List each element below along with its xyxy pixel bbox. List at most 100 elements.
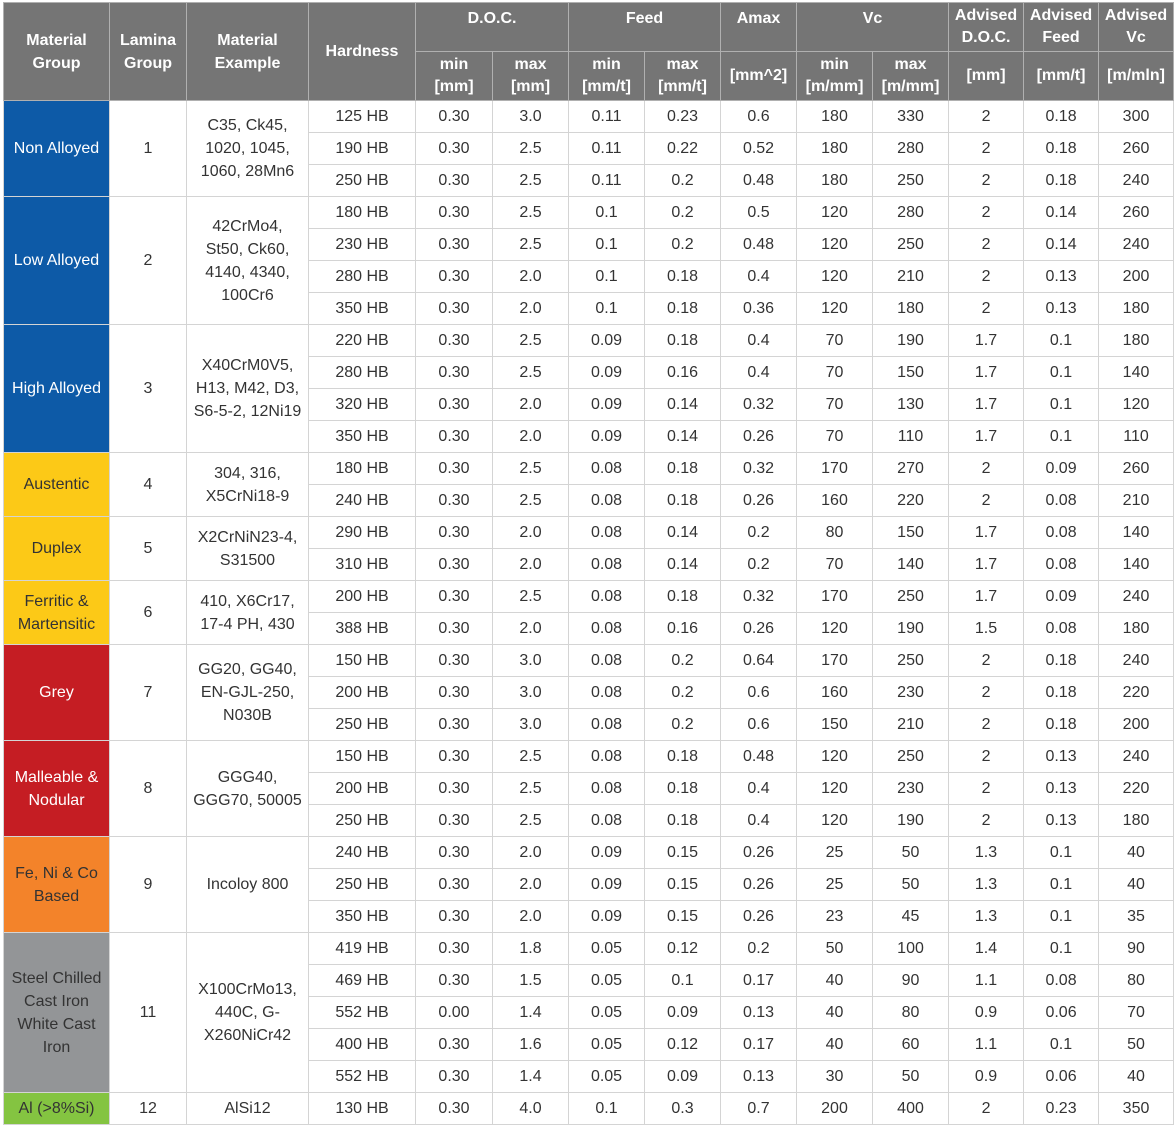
- feed-min-cell: 0.09: [568, 900, 646, 933]
- material-group-label: Martensitic: [17, 615, 96, 633]
- doc-max-cell: 2.5: [491, 228, 570, 261]
- material-example-cell: Incoloy 800: [186, 836, 309, 933]
- material-group-label: Duplex: [31, 540, 82, 557]
- advised-vc-cell: 240: [1098, 228, 1175, 261]
- material-group-cell: Ferritic & Martensitic: [3, 580, 110, 645]
- material-group-label: Malleable &: [14, 768, 99, 786]
- material-group-cell: Low Alloyed: [3, 196, 110, 325]
- feed-max-cell: 0.14: [644, 516, 722, 549]
- vc-max-cell: 230: [872, 676, 950, 709]
- advised-doc-cell: 2: [948, 484, 1025, 517]
- material-group-cell: Duplex: [3, 516, 110, 581]
- feed-max-cell: 0.18: [644, 452, 722, 485]
- amax-cell: 0.26: [720, 420, 798, 453]
- header-material-example: Material Example: [186, 2, 309, 101]
- doc-max-cell: 2.5: [491, 356, 570, 389]
- doc-min-cell: 0.30: [415, 452, 493, 485]
- advised-vc-cell: 260: [1098, 196, 1175, 229]
- hardness-cell: 150 HB: [308, 740, 416, 773]
- amax-cell: 0.2: [720, 516, 798, 549]
- doc-min-cell: 0.30: [415, 740, 493, 773]
- doc-max-cell: 2.5: [491, 132, 570, 165]
- advised-feed-cell: 0.13: [1023, 740, 1100, 773]
- doc-max-cell: 3.0: [491, 676, 570, 709]
- advised-vc-cell: 40: [1098, 868, 1175, 901]
- doc-max-cell: 1.6: [491, 1028, 570, 1061]
- vc-max-cell: 250: [872, 164, 950, 197]
- header-doc-max: max [mm]: [491, 51, 570, 101]
- advised-doc-cell: 2: [948, 772, 1025, 805]
- doc-max-cell: 2.5: [491, 580, 570, 613]
- header-material-group: Material Group: [3, 2, 110, 101]
- advised-doc-cell: 2: [948, 100, 1025, 133]
- feed-min-cell: 0.11: [568, 132, 646, 165]
- hardness-cell: 250 HB: [308, 868, 416, 901]
- doc-min-cell: 0.30: [415, 196, 493, 229]
- lamina-group-cell: 8: [109, 740, 187, 837]
- vc-max-cell: 270: [872, 452, 950, 485]
- advised-doc-cell: 2: [948, 708, 1025, 741]
- hardness-cell: 180 HB: [308, 452, 416, 485]
- table-row: Grey 7 GG20, GG40, EN-GJL-250, N030B 150 HB 0.…: [3, 644, 1175, 741]
- feed-max-cell: 0.14: [644, 420, 722, 453]
- amax-cell: 0.5: [720, 196, 798, 229]
- doc-min-cell: 0.30: [415, 484, 493, 517]
- doc-min-cell: 0.30: [415, 708, 493, 741]
- material-group-label: Non Alloyed: [13, 140, 100, 157]
- advised-feed-cell: 0.1: [1023, 868, 1100, 901]
- doc-min-cell: 0.30: [415, 1028, 493, 1061]
- feed-max-cell: 0.18: [644, 804, 722, 837]
- doc-min-cell: 0.30: [415, 676, 493, 709]
- vc-max-cell: 190: [872, 612, 950, 645]
- advised-doc-cell: 2: [948, 740, 1025, 773]
- hardness-cell: 469 HB: [308, 964, 416, 997]
- material-group-label: Austentic: [23, 476, 90, 493]
- amax-cell: 0.26: [720, 484, 798, 517]
- material-example-cell: 42CrMo4, St50, Ck60, 4140, 4340, 100Cr6: [186, 196, 309, 325]
- amax-cell: 0.52: [720, 132, 798, 165]
- material-example-line: GGG40,: [217, 768, 278, 786]
- material-example-line: 4140, 4340,: [205, 263, 290, 281]
- advised-vc-cell: 210: [1098, 484, 1175, 517]
- advised-feed-cell: 0.13: [1023, 260, 1100, 293]
- table-row: 230 HB 0.30 2.5 0.1 0.2 0.48 120 250 2 0.14 240: [4, 228, 1175, 261]
- amax-cell: 0.4: [720, 804, 798, 837]
- vc-min-cell: 160: [796, 676, 874, 709]
- vc-max-cell: 60: [872, 1028, 950, 1061]
- doc-max-cell: 2.5: [491, 452, 570, 485]
- doc-max-cell: 2.0: [491, 612, 570, 645]
- table-row: 310 HB 0.30 2.0 0.08 0.14 0.2 70 140 1.7 0.08 140: [4, 548, 1175, 581]
- hardness-cell: 200 HB: [308, 772, 416, 805]
- amax-cell: 0.4: [720, 324, 798, 357]
- advised-feed-cell: 0.1: [1023, 932, 1100, 965]
- hardness-cell: 350 HB: [308, 900, 416, 933]
- hardness-cell: 190 HB: [308, 132, 416, 165]
- feed-min-cell: 0.05: [568, 996, 646, 1029]
- advised-vc-cell: 200: [1098, 708, 1175, 741]
- vc-min-cell: 180: [796, 100, 874, 133]
- doc-max-cell: 2.0: [491, 292, 570, 325]
- header-advised-doc: Advised D.O.C.: [948, 2, 1025, 52]
- advised-doc-cell: 1.7: [948, 388, 1025, 421]
- material-example-line: H13, M42, D3,: [195, 380, 300, 397]
- advised-vc-cell: 50: [1098, 1028, 1175, 1061]
- hardness-cell: 350 HB: [308, 420, 416, 453]
- advised-doc-cell: 2: [948, 292, 1025, 325]
- header-feed-min: min [mm/t]: [568, 51, 646, 101]
- vc-max-cell: 280: [872, 132, 950, 165]
- feed-min-cell: 0.09: [568, 324, 646, 357]
- header-feed: Feed: [568, 2, 722, 52]
- hardness-cell: 230 HB: [308, 228, 416, 261]
- vc-min-cell: 200: [796, 1092, 874, 1125]
- advised-feed-cell: 0.23: [1023, 1092, 1100, 1125]
- doc-min-cell: 0.30: [415, 612, 493, 645]
- table-row: 350 HB 0.30 2.0 0.09 0.14 0.26 70 110 1.7 0.1 110: [4, 420, 1175, 453]
- amax-cell: 0.4: [720, 772, 798, 805]
- header-advised-vc: Advised Vc: [1098, 2, 1175, 52]
- doc-max-cell: 1.8: [491, 932, 570, 965]
- advised-doc-cell: 2: [948, 644, 1025, 677]
- vc-max-cell: 50: [872, 868, 950, 901]
- vc-min-cell: 180: [796, 164, 874, 197]
- advised-vc-cell: 35: [1098, 900, 1175, 933]
- vc-max-cell: 110: [872, 420, 950, 453]
